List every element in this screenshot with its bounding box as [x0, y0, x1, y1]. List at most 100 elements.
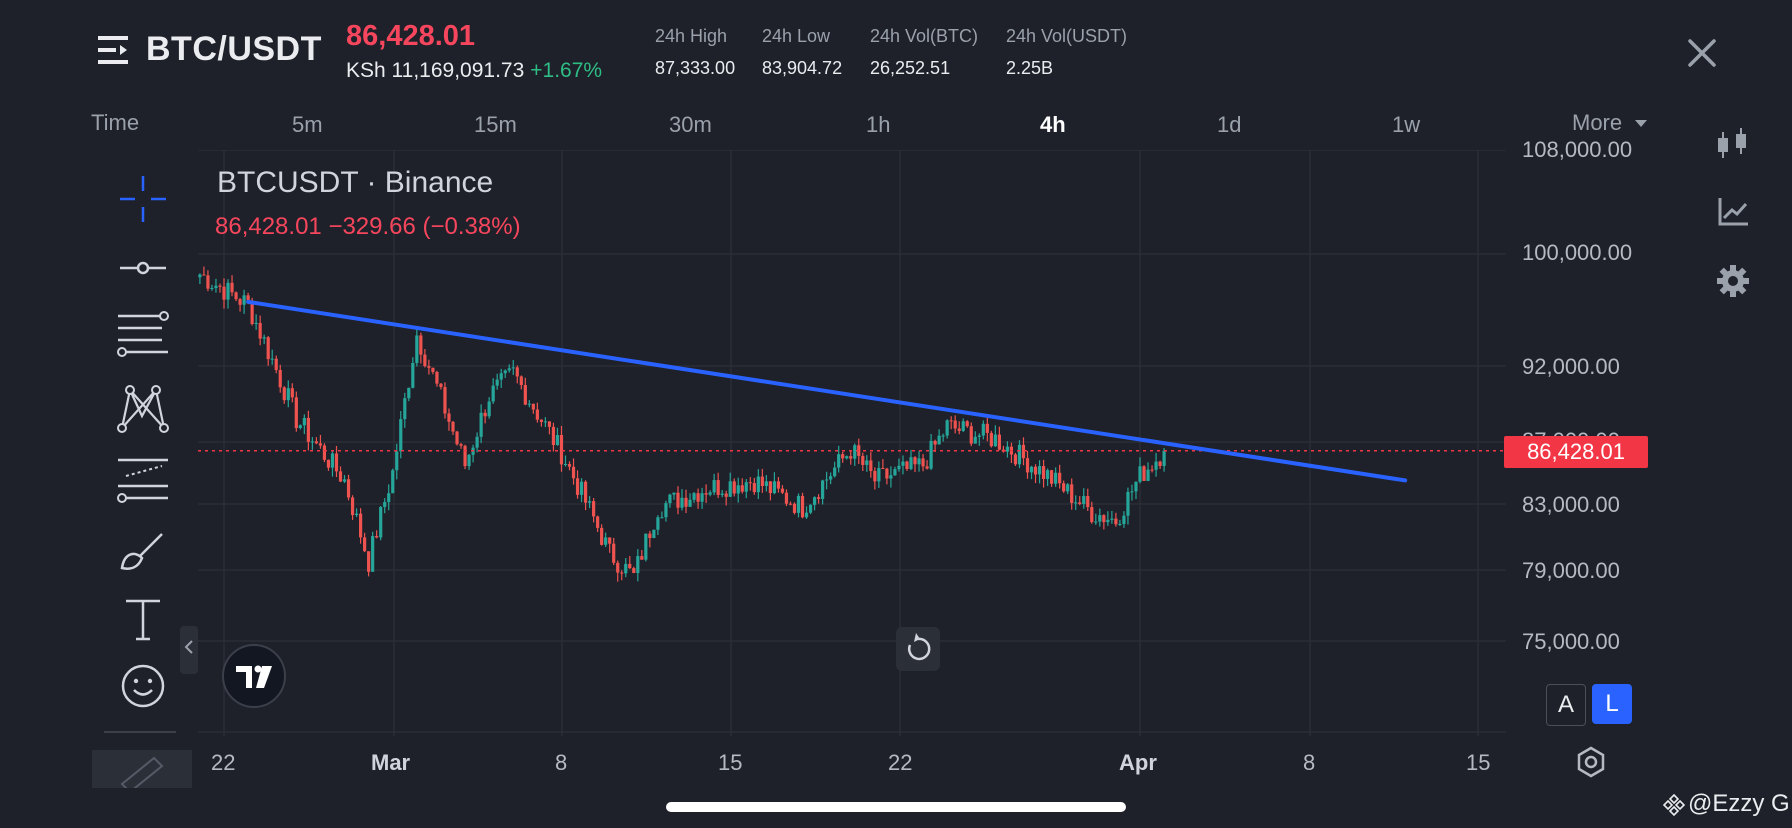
candle — [981, 420, 985, 440]
candle — [443, 382, 447, 419]
candle — [543, 417, 548, 428]
candle — [712, 473, 716, 496]
candle — [628, 556, 632, 569]
y-axis-label: 75,000.00 — [1522, 629, 1620, 654]
candle-body — [455, 431, 459, 445]
candle — [467, 453, 471, 470]
candle-body — [475, 436, 479, 448]
candle — [1098, 508, 1102, 527]
candle — [278, 364, 282, 393]
candle — [1102, 514, 1106, 530]
candle — [1090, 501, 1094, 524]
candle — [230, 275, 234, 297]
time-label[interactable]: Time — [91, 110, 140, 135]
pattern-icon[interactable] — [116, 380, 170, 434]
candle — [993, 425, 997, 447]
candle — [833, 461, 837, 478]
reset-chart-button[interactable] — [896, 627, 940, 671]
candle — [1162, 448, 1166, 472]
candle-body — [334, 453, 339, 472]
more-intervals-button[interactable]: More — [1572, 110, 1648, 136]
brush-icon[interactable] — [116, 524, 170, 578]
chart-type-icon[interactable] — [1714, 192, 1752, 230]
candle-body — [909, 457, 913, 469]
fib-retracement-icon[interactable] — [116, 450, 170, 504]
candle — [375, 530, 379, 539]
stat-label: 24h Low — [762, 26, 831, 46]
candle — [471, 444, 475, 463]
candle-body — [587, 501, 592, 503]
trend-line — [246, 299, 1408, 483]
candle-body — [539, 419, 543, 422]
auto-scale-button[interactable]: A — [1546, 684, 1586, 726]
candle-body — [286, 388, 290, 401]
candle — [861, 452, 865, 472]
candle — [845, 455, 849, 460]
candle-body — [600, 527, 604, 545]
candle-body — [708, 492, 712, 495]
text-icon[interactable] — [116, 591, 170, 645]
horizontal-line-icon[interactable] — [116, 241, 170, 295]
interval-1w[interactable]: 1w — [1392, 112, 1421, 137]
candle-body — [780, 488, 785, 493]
candle-body — [973, 436, 977, 444]
chart-settings-icon[interactable] — [1574, 745, 1608, 779]
log-scale-button[interactable]: L — [1592, 684, 1632, 724]
price-chart[interactable] — [198, 150, 1508, 740]
candle — [238, 297, 242, 312]
candle — [941, 433, 945, 442]
candle — [342, 475, 347, 484]
stat-value: 87,333.00 — [655, 58, 736, 78]
close-icon[interactable] — [1685, 36, 1719, 70]
candle-body — [222, 286, 226, 300]
candle — [234, 291, 238, 302]
fiat-price: KSh 11,169,091.73 +1.67% — [346, 59, 602, 83]
candle — [354, 508, 359, 518]
indicators-icon[interactable] — [1714, 126, 1752, 164]
collapse-toolbar-button[interactable] — [180, 626, 198, 674]
parallel-channel-icon[interactable] — [116, 306, 170, 360]
candle-body — [338, 471, 343, 482]
candle-body — [680, 497, 684, 508]
stat-value: 83,904.72 — [762, 58, 843, 78]
emoji-icon[interactable] — [116, 659, 170, 713]
interval-5m[interactable]: 5m — [292, 112, 323, 137]
interval-30m[interactable]: 30m — [669, 112, 712, 137]
pair-title[interactable]: BTC/USDT — [146, 30, 322, 68]
candle-body — [720, 493, 724, 495]
ruler-tool[interactable] — [92, 750, 192, 794]
candle — [1066, 483, 1070, 495]
candle — [583, 480, 588, 511]
candle — [455, 430, 459, 446]
interval-15m[interactable]: 15m — [474, 112, 517, 137]
interval-4h[interactable]: 4h — [1040, 112, 1066, 137]
settings-gear-icon[interactable] — [1714, 262, 1752, 300]
candle — [965, 420, 969, 428]
candle-body — [274, 358, 278, 371]
candle — [1118, 519, 1122, 526]
interval-1d[interactable]: 1d — [1217, 112, 1242, 137]
candle — [600, 524, 604, 546]
candle — [407, 387, 411, 402]
candle — [821, 479, 825, 505]
candle-body — [937, 435, 941, 445]
candle — [977, 433, 981, 446]
interval-1h[interactable]: 1h — [866, 112, 891, 137]
candle-body — [981, 423, 985, 436]
crosshair-icon[interactable] — [116, 172, 170, 226]
candle — [555, 427, 560, 446]
candle — [310, 437, 314, 450]
candle — [1017, 440, 1022, 469]
candle — [218, 283, 222, 293]
candle-body — [1090, 507, 1094, 523]
candle-body — [1154, 461, 1158, 470]
menu-icon[interactable] — [98, 34, 132, 66]
candle — [724, 490, 728, 506]
candle-body — [443, 387, 447, 414]
home-indicator[interactable] — [666, 802, 1126, 812]
candle-body — [214, 285, 218, 289]
candle — [511, 360, 515, 375]
candle-body — [1094, 521, 1098, 523]
candle — [1001, 445, 1006, 453]
candle — [1082, 488, 1086, 509]
